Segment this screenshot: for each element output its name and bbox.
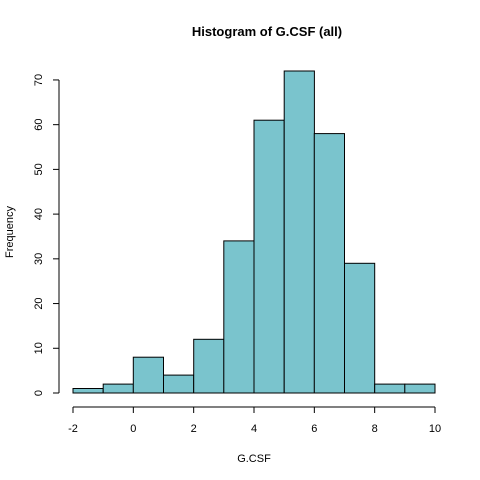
- histogram-bar: [344, 262, 376, 394]
- x-tick-label: 4: [251, 423, 257, 435]
- y-tick-label: 60: [33, 119, 45, 131]
- y-tick-label: 20: [33, 297, 45, 309]
- histogram-bar: [374, 383, 406, 394]
- histogram-bar: [253, 119, 285, 394]
- histogram-bar: [102, 383, 134, 394]
- x-axis-label: G.CSF: [237, 453, 271, 465]
- histogram-bar: [72, 388, 104, 394]
- x-tick-label: 2: [191, 423, 197, 435]
- histogram-bar: [313, 133, 345, 394]
- y-tick-label: 70: [33, 74, 45, 86]
- y-tick-label: 10: [33, 342, 45, 354]
- x-tick-label: 6: [311, 423, 317, 435]
- x-tick-label: 0: [130, 423, 136, 435]
- histogram-bar: [163, 374, 195, 394]
- y-tick-label: 40: [33, 208, 45, 220]
- x-tick-label: 8: [372, 423, 378, 435]
- chart-title: Histogram of G.CSF (all): [192, 24, 342, 39]
- histogram-bar: [404, 383, 436, 394]
- histogram-bar: [132, 356, 165, 394]
- y-tick-label: 0: [33, 390, 45, 396]
- bars-group: [72, 70, 436, 394]
- y-tick-label: 30: [33, 253, 45, 265]
- x-tick-label: 10: [429, 423, 441, 435]
- x-axis: -2 0 2 4 6 8 10: [68, 406, 441, 435]
- x-tick-label: -2: [68, 423, 78, 435]
- histogram-bar: [193, 338, 225, 394]
- y-axis-label: Frequency: [4, 206, 16, 258]
- histogram-bar: [283, 70, 315, 394]
- y-axis: 0 10 20 30 40 50 60 70: [33, 74, 60, 396]
- histogram-bar: [223, 240, 255, 394]
- y-tick-label: 50: [33, 163, 45, 175]
